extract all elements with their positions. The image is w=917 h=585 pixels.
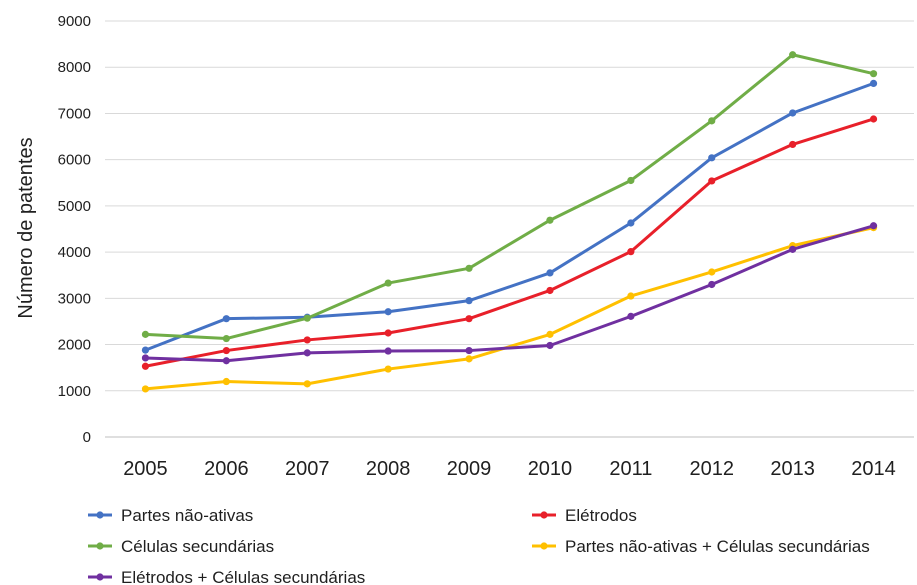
data-point [708,268,715,275]
data-point [465,355,472,362]
data-point [385,279,392,286]
data-point [546,287,553,294]
data-point [708,281,715,288]
data-point [627,313,634,320]
data-point [546,217,553,224]
legend-item: Partes não-ativas + Células secundárias [532,537,870,556]
data-point [789,141,796,148]
data-point [708,117,715,124]
data-point [627,248,634,255]
data-point [789,109,796,116]
data-point [465,315,472,322]
data-point [546,342,553,349]
legend-label: Partes não-ativas + Células secundárias [565,537,870,556]
data-point [142,354,149,361]
legend-label: Células secundárias [121,537,274,556]
legend-label: Elétrodos [565,506,637,525]
legend-swatch-marker [540,542,547,549]
data-point [385,329,392,336]
y-tick-label: 0 [83,429,91,446]
series-line [145,55,873,339]
legend-item: Elétrodos + Células secundárias [88,568,365,585]
data-point [142,331,149,338]
data-point [385,308,392,315]
data-point [304,336,311,343]
x-tick-label: 2012 [690,458,735,480]
data-point [708,177,715,184]
data-point [223,378,230,385]
data-point [627,219,634,226]
legend-item: Elétrodos [532,506,637,525]
series-0 [142,80,877,354]
series-line [145,83,873,350]
data-point [385,365,392,372]
data-point [142,385,149,392]
y-axis-label: Número de patentes [15,137,37,318]
legend-swatch-marker [96,511,103,518]
series-3 [142,224,877,393]
legend-label: Elétrodos + Células secundárias [121,568,365,585]
data-point [546,269,553,276]
data-point [385,347,392,354]
x-tick-label: 2008 [366,458,411,480]
legend-item: Células secundárias [88,537,274,556]
y-tick-label: 3000 [58,290,91,307]
data-point [870,115,877,122]
legend-item: Partes não-ativas [88,506,253,525]
data-point [708,154,715,161]
data-point [304,380,311,387]
y-tick-label: 7000 [58,105,91,122]
data-point [546,331,553,338]
data-point [627,292,634,299]
data-point [789,51,796,58]
data-point [465,347,472,354]
x-tick-label: 2013 [770,458,815,480]
data-point [627,177,634,184]
data-point [142,363,149,370]
x-tick-label: 2009 [447,458,492,480]
x-tick-label: 2005 [123,458,168,480]
x-tick-label: 2011 [609,458,652,480]
x-tick-label: 2010 [528,458,573,480]
data-point [223,335,230,342]
x-tick-label: 2014 [851,458,896,480]
y-tick-label: 5000 [58,198,91,215]
x-tick-label: 2006 [204,458,249,480]
data-point [870,80,877,87]
data-point [465,297,472,304]
legend-swatch-marker [540,511,547,518]
data-point [223,347,230,354]
data-point [142,347,149,354]
data-point [870,70,877,77]
y-tick-label: 4000 [58,244,91,261]
data-point [304,349,311,356]
x-tick-label: 2007 [285,458,330,480]
y-tick-label: 2000 [58,337,91,354]
y-tick-label: 1000 [58,383,91,400]
legend-swatch-marker [96,542,103,549]
series-line [145,226,873,361]
data-point [789,246,796,253]
data-point [870,222,877,229]
data-point [465,265,472,272]
y-tick-label: 9000 [58,13,91,30]
legend-swatch-marker [96,573,103,580]
data-point [223,357,230,364]
data-point [223,315,230,322]
legend-label: Partes não-ativas [121,506,253,525]
y-tick-label: 8000 [58,59,91,76]
y-tick-label: 6000 [58,152,91,169]
data-point [304,315,311,322]
